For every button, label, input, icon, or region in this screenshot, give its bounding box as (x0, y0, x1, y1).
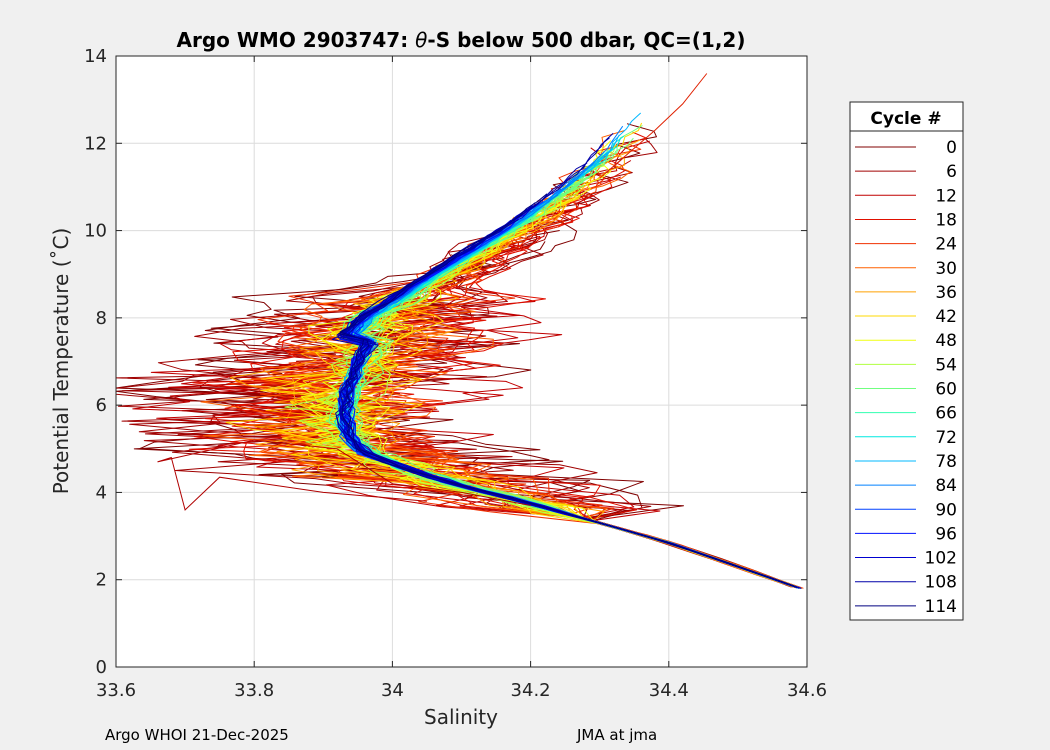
x-tick-label: 34.2 (511, 680, 551, 701)
cycle-profile-line (188, 242, 796, 588)
x-ticks: 33.6 33.8 34 34.2 34.4 34.6 (96, 56, 827, 701)
y-tick-label: 6 (96, 395, 107, 416)
legend-label: 54 (935, 355, 957, 375)
legend-label: 102 (925, 549, 957, 569)
legend-label: 30 (935, 259, 957, 279)
legend-label: 96 (935, 524, 957, 544)
chart-title-theta: θ (415, 28, 427, 52)
chart-title: Argo WMO 2903747: θ-S below 500 dbar, QC… (177, 28, 746, 52)
legend-label: 6 (946, 162, 957, 182)
x-tick-label: 34.4 (649, 680, 689, 701)
y-tick-label: 0 (96, 657, 107, 678)
legend-label: 72 (935, 428, 957, 448)
legend-label: 60 (935, 380, 957, 400)
legend-entries: 0 6 12 18 24 30 36 42 48 54 60 66 72 78 84 90 96 102 108 11… (855, 138, 957, 617)
x-tick-label: 33.6 (96, 680, 136, 701)
x-tick-label: 34 (381, 680, 404, 701)
profiles-group (115, 73, 804, 589)
legend-label: 24 (935, 235, 957, 255)
y-tick-label: 8 (96, 308, 107, 329)
plot-frame (115, 55, 808, 668)
cycle-profile-line (338, 234, 796, 588)
y-ticks: 0 2 4 6 8 10 12 14 (84, 46, 807, 678)
x-axis-label: Salinity (424, 705, 498, 729)
legend-label: 84 (935, 476, 957, 496)
cycle-profile-line (599, 73, 708, 179)
legend-label: 90 (935, 500, 957, 520)
legend: Cycle # 0 6 12 18 24 30 36 42 48 54 60 66 72 78 84 90 96… (849, 101, 964, 621)
footer-left: Argo WHOI 21-Dec-2025 (105, 726, 289, 744)
footer-right: JMA at jma (576, 726, 657, 744)
y-tick-label: 12 (84, 133, 107, 154)
legend-title: Cycle # (870, 109, 941, 129)
y-tick-label: 2 (96, 570, 107, 591)
legend-label: 0 (946, 138, 957, 158)
legend-label: 42 (935, 307, 957, 327)
chart-title-prefix: Argo WMO 2903747: (177, 28, 416, 52)
legend-label: 66 (935, 404, 957, 424)
cycle-profile-line (150, 193, 797, 589)
chart-title-suffix: -S below 500 dbar, QC=(1,2) (427, 28, 745, 52)
legend-label: 114 (925, 597, 957, 617)
cycle-profile-line (156, 223, 793, 588)
legend-label: 36 (935, 283, 957, 303)
legend-label: 108 (925, 573, 957, 593)
cycle-profile-line (339, 193, 796, 587)
legend-label: 48 (935, 331, 957, 351)
y-tick-label: 4 (96, 482, 107, 503)
legend-label: 78 (935, 452, 957, 472)
y-tick-label: 14 (84, 46, 107, 67)
x-tick-label: 34.6 (787, 680, 827, 701)
y-tick-label: 10 (84, 221, 107, 242)
legend-label: 18 (935, 210, 957, 230)
cycle-profile-line (328, 184, 798, 589)
cycle-profile-line (157, 439, 531, 511)
y-axis-label: Potential Temperature (˚C) (49, 228, 73, 495)
x-tick-label: 33.8 (234, 680, 274, 701)
legend-label: 12 (935, 186, 957, 206)
